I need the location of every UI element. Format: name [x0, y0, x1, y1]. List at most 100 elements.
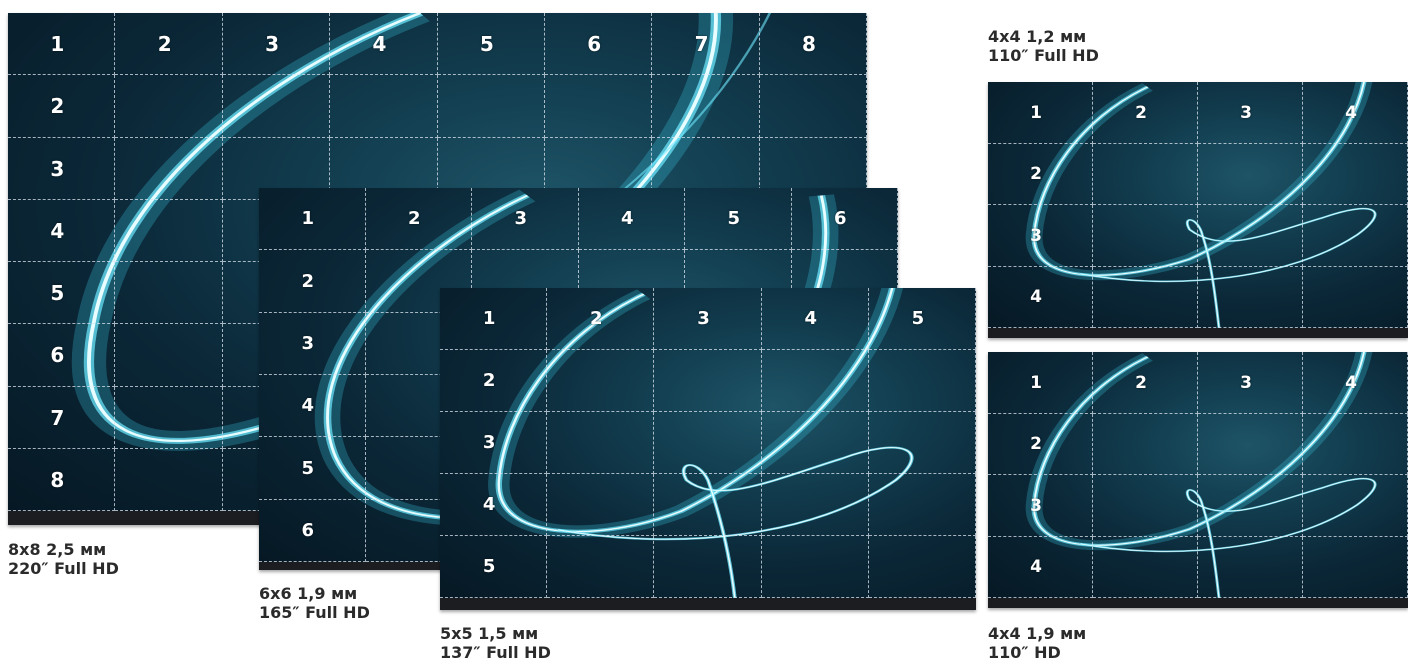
grid-cell	[1303, 475, 1408, 537]
grid-cell	[578, 188, 685, 251]
grid-cell	[761, 350, 869, 412]
grid-cell	[544, 75, 653, 138]
column-number: 4	[372, 32, 387, 57]
grid-cell	[259, 374, 366, 438]
column-number: 1	[50, 32, 65, 57]
grid-cell	[440, 288, 548, 350]
grid-cell	[1198, 413, 1303, 475]
grid-cell	[761, 288, 869, 350]
grid-cell	[544, 13, 653, 76]
grid-cell	[988, 413, 1093, 475]
column-number: 4	[1345, 372, 1357, 393]
grid-cell	[222, 13, 331, 76]
column-number: 3	[1240, 372, 1252, 393]
grid-cell	[1198, 475, 1303, 537]
column-number: 4	[621, 208, 634, 230]
light-swirl-art	[1025, 352, 1377, 598]
light-swirl-art	[488, 288, 914, 598]
grid-cell	[330, 13, 438, 76]
caption-4x4-b: 4x4 1,9 мм 110″ HD	[988, 624, 1086, 662]
grid-cell	[1093, 352, 1198, 414]
grid-cell	[115, 386, 223, 449]
grid-cell	[685, 188, 792, 251]
column-number: 3	[265, 32, 279, 57]
column-number: 1	[301, 208, 315, 230]
row-number: 3	[50, 156, 65, 181]
grid-cell	[1198, 352, 1303, 414]
grid-cell	[437, 75, 545, 138]
row-number: 4	[1030, 287, 1042, 308]
grid-cell	[761, 412, 869, 474]
caption-line-1: 6x6 1,9 мм	[259, 584, 358, 603]
grid-cell	[761, 474, 869, 536]
caption-line-1: 5x5 1,5 мм	[440, 624, 539, 643]
grid-cell	[440, 474, 548, 536]
caption-line-1: 4x4 1,9 мм	[988, 624, 1087, 643]
grid-cell	[330, 75, 438, 138]
grid-cell	[8, 324, 116, 387]
row-number: 2	[301, 270, 315, 292]
column-number: 2	[408, 208, 421, 230]
column-number: 1	[1030, 102, 1042, 123]
grid-cell	[8, 13, 116, 76]
video-wall-4x4-b: 1 2 3 4 2 3 4	[988, 352, 1408, 608]
grid-cell	[1093, 413, 1198, 475]
row-number: 2	[482, 370, 496, 392]
column-number: 2	[1135, 102, 1147, 123]
grid-cell	[8, 386, 116, 449]
grid-cell	[1093, 205, 1198, 267]
grid-cell	[115, 262, 223, 325]
row-number: 6	[50, 343, 65, 368]
grid-cell	[8, 448, 116, 511]
grid-cell	[1198, 143, 1303, 205]
grid-cell	[547, 536, 655, 598]
grid-cell	[115, 448, 223, 511]
grid-cell	[868, 536, 976, 598]
column-number: 2	[157, 32, 172, 57]
grid-cell	[440, 350, 548, 412]
grid-cell	[868, 350, 976, 412]
grid-cell	[1093, 536, 1198, 598]
column-number: 3	[514, 208, 528, 230]
row-number: 5	[482, 556, 496, 578]
grid-cell	[654, 474, 762, 536]
grid-cell	[652, 13, 760, 76]
grid-cell	[547, 412, 655, 474]
grid-cell	[115, 137, 223, 200]
grid-cell	[1303, 413, 1408, 475]
row-number: 3	[482, 432, 496, 454]
column-number: 2	[590, 308, 603, 330]
grid-cell	[988, 205, 1093, 267]
caption-line-2: 110″ HD	[988, 643, 1061, 662]
column-number: 7	[694, 32, 709, 57]
grid-cell	[547, 474, 655, 536]
caption-line-1: 8x8 2,5 мм	[8, 540, 107, 559]
row-number: 2	[1030, 164, 1042, 185]
grid-cell	[761, 536, 869, 598]
grid-cell	[547, 350, 655, 412]
grid-cell	[115, 75, 223, 138]
grid-cell	[259, 437, 366, 500]
video-wall-4x4-a: 1 2 3 4 2 3 4	[988, 82, 1408, 338]
row-number: 4	[1030, 557, 1042, 578]
grid-cell	[437, 13, 545, 76]
grid-cell	[222, 75, 331, 138]
light-swirl-art	[1025, 82, 1377, 328]
grid-cell	[759, 13, 867, 76]
row-number: 3	[301, 333, 315, 355]
grid-cell	[868, 288, 976, 350]
row-number: 4	[301, 395, 315, 417]
grid-cell	[1093, 475, 1198, 537]
column-number: 3	[1240, 102, 1252, 123]
grid-cell	[759, 75, 867, 138]
grid-lines	[988, 82, 1408, 328]
grid-cell	[365, 188, 472, 251]
row-number: 3	[1030, 495, 1042, 516]
column-number: 8	[801, 32, 816, 57]
column-number: 1	[1030, 372, 1042, 393]
caption-8x8: 8x8 2,5 мм 220″ Full HD	[8, 540, 119, 578]
caption-6x6: 6x6 1,9 мм 165″ Full HD	[259, 584, 370, 622]
row-number: 7	[50, 405, 65, 430]
grid-cell	[988, 475, 1093, 537]
column-number: 4	[1345, 102, 1357, 123]
